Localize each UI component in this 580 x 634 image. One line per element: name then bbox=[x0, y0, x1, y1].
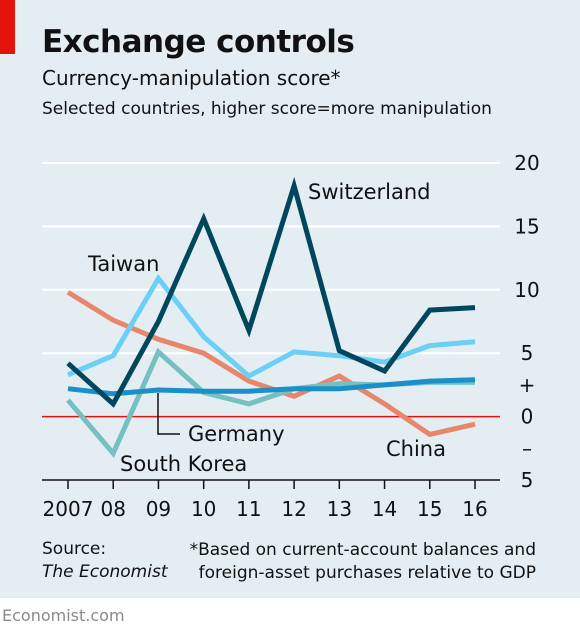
y-tick-label: – bbox=[522, 436, 532, 460]
x-tick-label: 11 bbox=[236, 497, 261, 521]
series-line-switzerland bbox=[66, 176, 476, 408]
x-tick-label: 15 bbox=[417, 497, 442, 521]
source-name: The Economist bbox=[42, 562, 168, 582]
x-tick-label: 13 bbox=[327, 497, 352, 521]
y-tick-label: + bbox=[519, 373, 536, 397]
y-axis-tick-labels: 20 15 10 5 +0 – 5 bbox=[514, 151, 539, 492]
source-label: Source: bbox=[42, 539, 107, 559]
annotation-taiwan: Taiwan bbox=[87, 252, 159, 276]
brand-red-tag bbox=[0, 0, 15, 54]
y-tick-label: 15 bbox=[514, 214, 539, 238]
footnote-line-2: foreign-asset purchases relative to GDP bbox=[198, 563, 536, 583]
germany-leader-line bbox=[157, 393, 180, 435]
y-tick-label: 5 bbox=[521, 468, 534, 492]
chart-subtitle: Currency-manipulation score* bbox=[42, 66, 341, 90]
series-annotations: Switzerland Taiwan Germany South Korea China bbox=[87, 180, 446, 476]
y-tick-label: 5 bbox=[521, 341, 534, 365]
footnote: *Based on current-account balances and f… bbox=[190, 539, 536, 585]
chart-card: Exchange controls Currency-manipulation … bbox=[0, 0, 580, 598]
x-tick-label: 10 bbox=[191, 497, 216, 521]
y-tick-label: 10 bbox=[514, 278, 539, 302]
annotation-china: China bbox=[386, 437, 446, 461]
chart-note: Selected countries, higher score=more ma… bbox=[42, 99, 492, 119]
gridlines bbox=[42, 162, 500, 481]
annotation-south-korea: South Korea bbox=[120, 452, 247, 476]
y-tick-label: 0 bbox=[521, 405, 534, 429]
x-tick-label: 08 bbox=[100, 497, 125, 521]
x-tick-label: 09 bbox=[146, 497, 171, 521]
x-tick-label: 14 bbox=[372, 497, 397, 521]
series-line-germany bbox=[67, 377, 476, 397]
annotation-switzerland: Switzerland bbox=[308, 180, 431, 204]
y-tick-label: 20 bbox=[514, 151, 539, 175]
brand-watermark: Economist.com bbox=[2, 606, 125, 625]
x-tick-label: 2007 bbox=[43, 497, 94, 521]
x-axis: 2007 08 09 10 11 12 13 14 15 16 bbox=[43, 480, 488, 521]
x-tick-label: 12 bbox=[281, 497, 306, 521]
annotation-germany: Germany bbox=[188, 422, 285, 446]
line-chart: 20 15 10 5 +0 – 5 Switzerland Taiwan Germany Sout… bbox=[42, 151, 540, 521]
x-tick-label: 16 bbox=[462, 497, 487, 521]
chart-title: Exchange controls bbox=[42, 24, 355, 60]
series-lines bbox=[66, 176, 476, 459]
footnote-line-1: *Based on current-account balances and bbox=[189, 540, 536, 560]
series-line-taiwan bbox=[67, 273, 476, 380]
